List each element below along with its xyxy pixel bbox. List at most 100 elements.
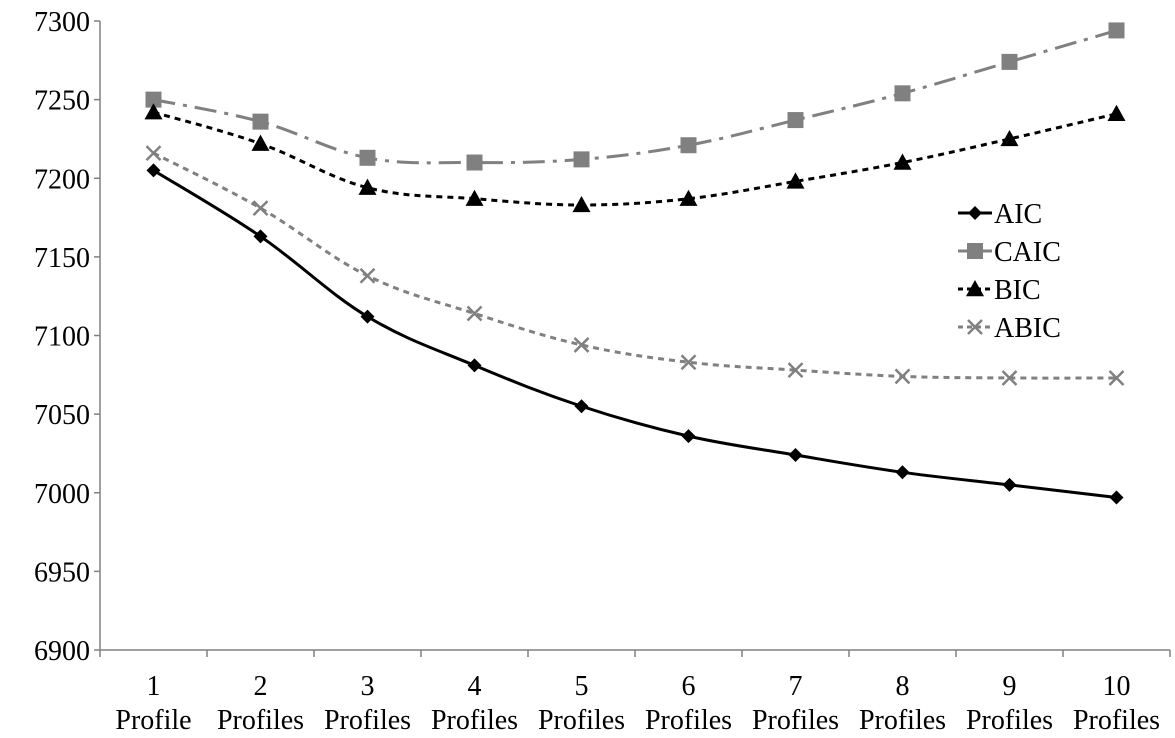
y-tick-label: 7000 xyxy=(34,479,90,510)
x-tick-label-unit: Profiles xyxy=(217,705,304,736)
x-tick-label: 10 Profiles xyxy=(1073,671,1160,736)
y-tick-label: 6950 xyxy=(34,557,90,588)
data-point-abic-stroke xyxy=(680,354,697,371)
x-tick-label-number: 2 xyxy=(254,671,268,702)
data-point-abic-stroke xyxy=(466,305,483,322)
data-point-bic xyxy=(144,103,163,120)
legend-label-bic: BIC xyxy=(994,275,1041,306)
x-tick-label-unit: Profiles xyxy=(431,705,518,736)
data-point-caic xyxy=(1108,22,1125,39)
data-point-aic xyxy=(253,229,268,244)
data-point-abic xyxy=(1108,370,1125,386)
data-point-abic xyxy=(145,145,162,161)
data-point-abic xyxy=(680,354,697,371)
legend-item-bic: BIC xyxy=(958,275,1041,306)
x-tick-label-unit: Profiles xyxy=(324,705,411,736)
data-point-abic xyxy=(573,337,590,353)
data-point-abic xyxy=(787,362,804,378)
legend-item-caic: CAIC xyxy=(958,237,1061,268)
data-point-caic xyxy=(894,85,911,102)
data-point-caic xyxy=(573,151,590,168)
data-point-caic xyxy=(145,91,162,108)
x-tick-label: 8 Profiles xyxy=(859,671,946,736)
legend-item-aic: AIC xyxy=(958,199,1042,230)
data-point-caic xyxy=(252,113,269,130)
y-tick-label: 7200 xyxy=(34,164,90,195)
x-tick-label: 1 Profile xyxy=(115,671,191,736)
legend-item-abic: ABIC xyxy=(958,313,1061,344)
series-line-bic xyxy=(153,110,1117,207)
data-point-bic xyxy=(1107,104,1126,121)
x-tick-label-number: 5 xyxy=(575,671,589,702)
data-point-aic xyxy=(788,448,803,463)
x-tick-label: 6 Profiles xyxy=(645,671,732,736)
data-point-abic-stroke xyxy=(359,267,376,284)
data-point-bic xyxy=(465,189,484,206)
data-point-aic xyxy=(146,163,161,178)
series-abic xyxy=(145,145,1125,386)
series-line-caic xyxy=(153,28,1117,165)
data-point-abic-stroke xyxy=(573,337,590,353)
x-tick-label: 4 Profiles xyxy=(431,671,518,736)
data-point-bic xyxy=(251,134,270,151)
x-tick-label: 7 Profiles xyxy=(752,671,839,736)
x-tick-label-number: 3 xyxy=(361,671,375,702)
data-point-caic xyxy=(680,137,697,154)
x-tick-label-unit: Profiles xyxy=(752,705,839,736)
x-tick-label-unit: Profiles xyxy=(538,705,625,736)
x-tick-label: 5 Profiles xyxy=(538,671,625,736)
x-tick-label-unit: Profiles xyxy=(1073,705,1160,736)
series-line-abic xyxy=(152,151,1117,380)
x-tick-label-unit: Profiles xyxy=(859,705,946,736)
legend-marker-abic xyxy=(967,319,983,335)
data-point-caic xyxy=(1001,53,1018,70)
legend-marker-aic xyxy=(968,206,982,220)
x-tick-label: 3 Profiles xyxy=(324,671,411,736)
y-tick-label: 7050 xyxy=(34,400,90,431)
data-point-abic xyxy=(466,305,483,322)
data-point-aic xyxy=(574,399,589,414)
data-point-aic xyxy=(681,429,696,444)
data-point-aic xyxy=(467,358,482,373)
data-point-aic xyxy=(895,465,910,480)
series-caic xyxy=(145,22,1125,171)
legend-marker-bic xyxy=(966,280,984,297)
data-point-bic xyxy=(679,189,698,206)
data-point-abic xyxy=(252,200,269,217)
x-tick-label-number: 1 xyxy=(147,671,161,702)
legend-marker-caic xyxy=(967,243,983,259)
x-tick-label-number: 7 xyxy=(789,671,803,702)
data-point-bic xyxy=(786,172,805,189)
data-point-bic xyxy=(572,195,591,213)
data-point-abic-stroke xyxy=(787,362,804,378)
data-point-bic xyxy=(358,178,377,195)
data-point-abic-stroke xyxy=(894,368,911,385)
y-tick-label: 7100 xyxy=(34,322,90,353)
legend: AIC CAIC BIC ABIC xyxy=(958,199,1061,344)
series-line-aic xyxy=(152,169,1117,499)
y-tick-label: 7300 xyxy=(34,7,90,38)
x-tick-label-number: 6 xyxy=(682,671,696,702)
x-tick-label-number: 8 xyxy=(896,671,910,702)
x-tick-label-number: 4 xyxy=(468,671,482,702)
data-point-abic-stroke xyxy=(252,200,269,217)
y-tick-label: 7150 xyxy=(34,243,90,274)
y-tick-label: 7250 xyxy=(34,86,90,117)
x-tick-label-unit: Profiles xyxy=(966,705,1053,736)
x-tick-label-number: 9 xyxy=(1003,671,1017,702)
x-tick-label-number: 10 xyxy=(1103,671,1131,702)
x-tick-label: 2 Profiles xyxy=(217,671,304,736)
data-point-aic xyxy=(1109,490,1124,505)
legend-label-aic: AIC xyxy=(994,199,1042,230)
y-tick-label: 6900 xyxy=(34,636,90,667)
series-bic xyxy=(144,103,1126,213)
x-tick-label-unit: Profiles xyxy=(645,705,732,736)
legend-label-abic: ABIC xyxy=(994,313,1061,344)
data-point-abic xyxy=(1001,370,1018,386)
series-aic xyxy=(146,163,1124,505)
x-tick-label-unit: Profile xyxy=(115,705,191,736)
series-layer xyxy=(144,22,1126,505)
